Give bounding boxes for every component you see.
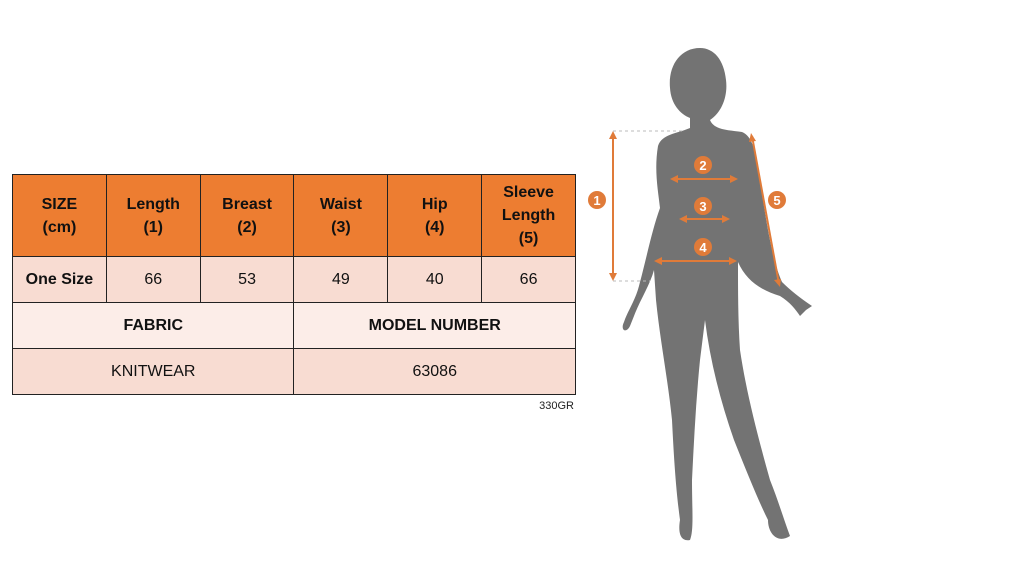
size-table: SIZE (cm) Length (1) Breast (2) Waist (3… bbox=[11, 174, 576, 395]
marker-2: 2 bbox=[699, 158, 706, 173]
marker-4: 4 bbox=[699, 240, 707, 255]
guide-lines bbox=[613, 130, 683, 282]
body-silhouette bbox=[622, 48, 812, 541]
product-code: 330GR bbox=[539, 400, 574, 412]
marker-1: 1 bbox=[593, 193, 600, 208]
value-length: 66 bbox=[105, 256, 201, 303]
header-hip: Hip (4) bbox=[387, 174, 483, 257]
header-sleeve-length: Sleeve Length (5) bbox=[481, 174, 576, 257]
header-breast: Breast (2) bbox=[199, 174, 295, 257]
header-size: SIZE (cm) bbox=[12, 174, 107, 257]
header-length: Length (1) bbox=[105, 174, 201, 257]
arrow-sleeve bbox=[751, 135, 780, 285]
marker-3: 3 bbox=[699, 199, 706, 214]
value-sleeve-length: 66 bbox=[481, 256, 576, 303]
value-waist: 49 bbox=[293, 256, 389, 303]
fabric-value: KNITWEAR bbox=[11, 348, 295, 395]
marker-circles: 1 2 3 4 5 bbox=[588, 156, 786, 256]
header-waist: Waist (3) bbox=[293, 174, 389, 257]
model-number-value: 63086 bbox=[293, 348, 576, 395]
value-hip: 40 bbox=[387, 256, 483, 303]
size-label: One Size bbox=[12, 256, 107, 303]
marker-5: 5 bbox=[773, 193, 780, 208]
arrowheads bbox=[609, 131, 781, 287]
measurement-arrows bbox=[612, 133, 780, 285]
